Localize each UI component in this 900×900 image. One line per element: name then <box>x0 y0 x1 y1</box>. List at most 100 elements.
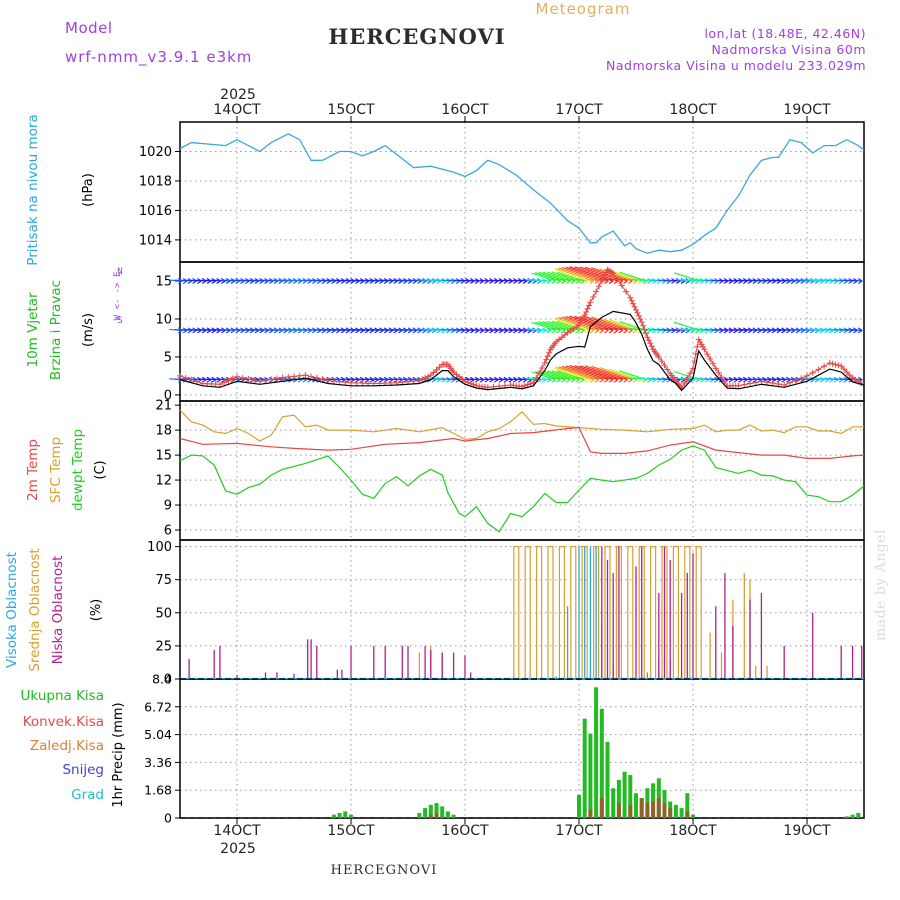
ytick-label: 1.68 <box>144 783 172 798</box>
wind-gust-marker <box>593 288 600 295</box>
x-axis: 14OCT 15OCT 16OCT 17OCT 18OCT 19OCT 14OCT 15OCT… <box>213 102 831 839</box>
wind-gust-marker <box>647 340 654 347</box>
wind-gust-marker <box>741 381 748 388</box>
wind-gust-marker <box>538 364 545 371</box>
ytick-label: 9 <box>164 499 172 514</box>
ytick-label: 75 <box>155 573 172 588</box>
wind-gust-marker <box>325 377 332 384</box>
wind-gust-marker <box>296 372 303 379</box>
wind-gust-marker <box>229 375 236 382</box>
wind-gust-marker <box>608 269 615 276</box>
wind-gust-marker <box>467 380 474 387</box>
wind-arrow <box>574 365 619 381</box>
precip-total-bar <box>423 808 428 818</box>
wind-arrow <box>542 320 571 331</box>
wind-gust-marker <box>687 370 694 377</box>
xtick-top-label: 18OCT <box>669 102 717 118</box>
wind-gust-marker <box>590 293 597 300</box>
compass-s: S <box>117 316 122 326</box>
wind-gust-marker <box>661 362 668 369</box>
wind-gust-marker <box>216 381 223 388</box>
wind-gust-marker <box>640 322 647 329</box>
wind-gust-marker <box>410 378 417 385</box>
temp-unit: (C) <box>93 460 108 479</box>
precip-total-bar <box>673 804 678 818</box>
wind-arrow <box>556 320 585 331</box>
wind-gust-marker <box>704 351 711 358</box>
wind-gust-marker <box>436 364 443 371</box>
temp-2m-line <box>179 426 865 459</box>
wind-gust-marker <box>623 288 630 295</box>
wind-gust-marker <box>422 374 429 381</box>
wind-arrow <box>569 315 614 331</box>
plot-layer: 1014101610181020051015691215182102550751… <box>139 102 865 839</box>
wind-gust-marker <box>638 319 645 326</box>
wind-gust-marker <box>786 379 793 386</box>
ytick-label: 25 <box>155 639 172 654</box>
precip-total-bar <box>685 793 690 818</box>
wind-gust-marker <box>584 305 591 312</box>
temp-dewpt-line <box>179 445 865 533</box>
temp-sfc-line <box>179 409 864 442</box>
ytick-label: 0 <box>164 673 172 688</box>
wind-gust-marker <box>245 375 252 382</box>
legend-frozen-rain: Zaledj.Kisa <box>30 738 104 754</box>
ytick-label: 1020 <box>139 145 172 160</box>
model-label: Model <box>65 19 113 37</box>
precip-conv-bar <box>588 809 593 818</box>
wind-gust-marker <box>464 379 471 386</box>
precip-total-bar <box>616 779 621 818</box>
model-elevation-label: Nadmorska Visina u modelu 233.029m <box>606 58 866 73</box>
wind-arrow <box>551 370 580 381</box>
wind-gust-marker <box>721 378 728 385</box>
wind-gust-marker <box>251 377 258 384</box>
wind-gust-marker <box>533 374 540 381</box>
wind-arrow <box>538 321 566 331</box>
wind-arrow <box>591 365 633 381</box>
wind-speed-line <box>179 310 865 392</box>
precip-conv-bar <box>668 808 673 818</box>
wind-gust-marker <box>419 376 426 383</box>
ytick-label: 21 <box>155 399 172 414</box>
wind-arrow <box>851 279 863 282</box>
ytick-label: 10 <box>155 312 172 327</box>
compass-line: W <- -> E <box>113 272 123 321</box>
panel-frame <box>179 678 865 819</box>
precip-total-bar <box>451 814 456 818</box>
wind-arrow <box>528 278 552 282</box>
xtick-bottom-label: 18OCT <box>669 823 717 839</box>
wind-gust-marker <box>221 379 228 386</box>
wind-gust-marker <box>581 312 588 319</box>
wind-gust-marker <box>635 312 642 319</box>
precip-total-bar <box>691 814 695 818</box>
ytick-label: 6 <box>164 524 172 539</box>
wind-gust-marker <box>405 378 411 385</box>
wind-gust-marker <box>764 379 771 386</box>
precip-total-bar <box>856 813 861 818</box>
wind-gust-marker <box>846 372 853 379</box>
wind-gust-marker <box>715 369 722 376</box>
precip-conv-bar <box>645 803 650 818</box>
wind-gust-marker <box>546 349 553 356</box>
wind-gust-marker <box>585 302 592 309</box>
precip-total-bar <box>349 814 353 818</box>
wind-arrowhead <box>857 327 863 334</box>
ytick-label: 5.04 <box>144 727 172 742</box>
precip-total-bar <box>634 793 638 818</box>
watermark: made by Angel <box>873 529 889 641</box>
wind-gust-marker <box>182 374 189 381</box>
footer-station: HERCEGNOVI <box>331 863 438 878</box>
wind-gust-marker <box>841 366 848 373</box>
wind-gust-marker <box>536 369 543 376</box>
wind-arrow <box>851 329 863 331</box>
xtick-top-label: 14OCT <box>213 102 261 118</box>
legend-hail: Grad <box>71 787 104 803</box>
wind-arrow <box>558 267 599 282</box>
pressure-unit: (hPa) <box>81 173 96 207</box>
panel-frame <box>179 121 865 263</box>
legend-total-rain: Ukupna Kisa <box>21 688 104 704</box>
wind-arrow <box>562 365 604 381</box>
wind-arrow <box>556 370 585 381</box>
wind-gust-marker <box>256 378 263 385</box>
wind-arrow <box>554 269 590 282</box>
